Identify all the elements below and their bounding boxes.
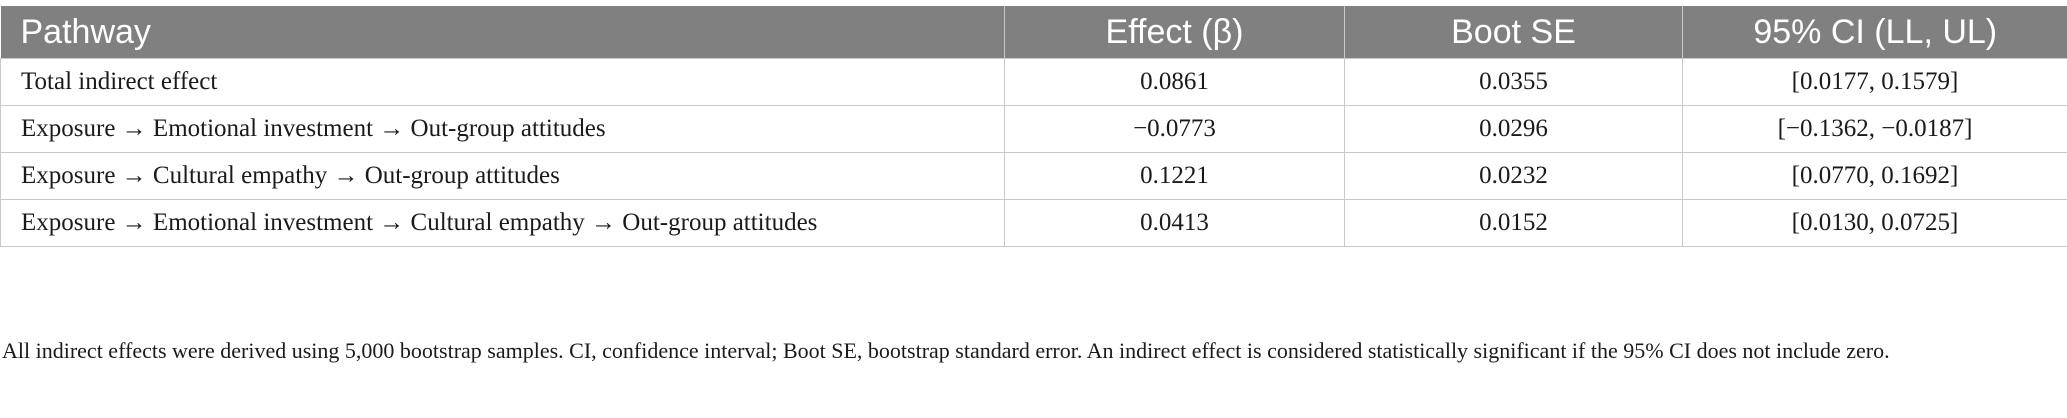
cell-pathway: Exposure → Emotional investment → Cultur… [0,199,1005,247]
cell-effect: 0.0861 [1004,58,1345,106]
cell-boot-se: 0.0296 [1344,105,1683,153]
cell-boot-se: 0.0355 [1344,58,1683,106]
cell-effect: −0.0773 [1004,105,1345,153]
table-row: Exposure → Emotional investment → Cultur… [0,199,2067,247]
cell-ci: [0.0130, 0.0725] [1682,199,2067,247]
cell-effect: 0.1221 [1004,152,1345,200]
cell-pathway: Total indirect effect [0,58,1005,106]
header-effect: Effect (β) [1004,6,1345,59]
cell-ci: [−0.1362, −0.0187] [1682,105,2067,153]
table-header: Pathway Effect (β) Boot SE 95% CI (LL, U… [0,6,2067,59]
table-body: Total indirect effect 0.0861 0.0355 [0.0… [0,58,2067,247]
table-row: Exposure → Cultural empathy → Out-group … [0,152,2067,200]
cell-pathway: Exposure → Emotional investment → Out-gr… [0,105,1005,153]
header-boot-se: Boot SE [1344,6,1683,59]
table-row: Exposure → Emotional investment → Out-gr… [0,105,2067,153]
table-row: Total indirect effect 0.0861 0.0355 [0.0… [0,58,2067,106]
table-footnote: All indirect effects were derived using … [2,338,1890,363]
cell-ci: [0.0770, 0.1692] [1682,152,2067,200]
mediation-table-container: Pathway Effect (β) Boot SE 95% CI (LL, U… [0,6,2067,247]
header-pathway: Pathway [0,6,1005,59]
cell-ci: [0.0177, 0.1579] [1682,58,2067,106]
header-row: Pathway Effect (β) Boot SE 95% CI (LL, U… [0,6,2067,59]
cell-effect: 0.0413 [1004,199,1345,247]
header-ci: 95% CI (LL, UL) [1682,6,2067,59]
cell-boot-se: 0.0152 [1344,199,1683,247]
mediation-results-table: Pathway Effect (β) Boot SE 95% CI (LL, U… [0,6,2067,247]
cell-pathway: Exposure → Cultural empathy → Out-group … [0,152,1005,200]
cell-boot-se: 0.0232 [1344,152,1683,200]
